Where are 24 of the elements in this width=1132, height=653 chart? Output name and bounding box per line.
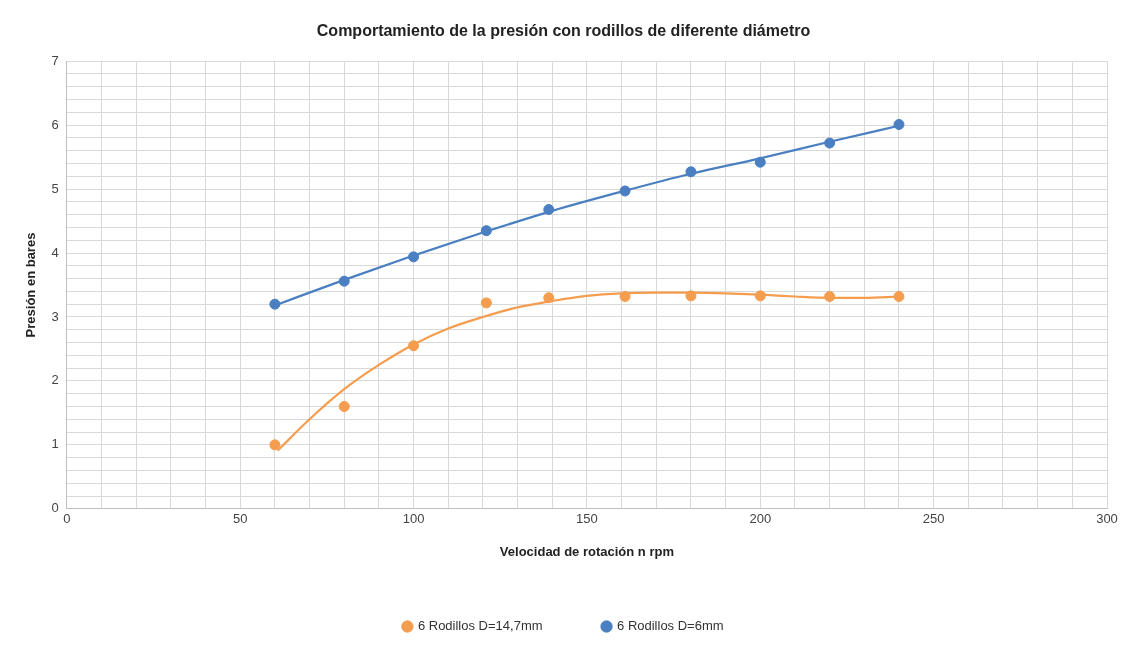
- point: [269, 439, 281, 451]
- point: [893, 119, 905, 130]
- point: [480, 297, 492, 309]
- y-tick-label: 3: [51, 308, 59, 324]
- y-tick-label: 2: [51, 372, 59, 388]
- x-tick-label: 0: [63, 511, 71, 527]
- y-tick-label: 1: [51, 436, 59, 452]
- chart-title: Comportamiento de la presión con rodillos de diferente diámetro: [316, 22, 811, 40]
- x-tick-label: 250: [922, 511, 945, 527]
- y-tick-label: 0: [51, 500, 59, 516]
- x-tick-label: 200: [749, 511, 772, 527]
- y-tick-label: 6: [51, 116, 59, 132]
- point: [338, 400, 350, 412]
- x-axis-title: Velocidad de rotación n rpm: [499, 543, 674, 559]
- x-tick-label: 100: [402, 511, 425, 527]
- y-tick-label: 4: [51, 244, 59, 260]
- x-tick-label: 50: [232, 511, 248, 527]
- x-tick-label: 150: [576, 511, 598, 527]
- y-tick-label: 7: [51, 52, 59, 68]
- y-axis-title: Presión en bares: [23, 232, 39, 338]
- y-tick-label: 5: [51, 180, 59, 196]
- x-tick-label: 300: [1096, 511, 1118, 527]
- legend-label: 6 Rodillos D=6mm: [617, 618, 724, 634]
- legend-label: 6 Rodillos D=14,7mm: [417, 618, 543, 634]
